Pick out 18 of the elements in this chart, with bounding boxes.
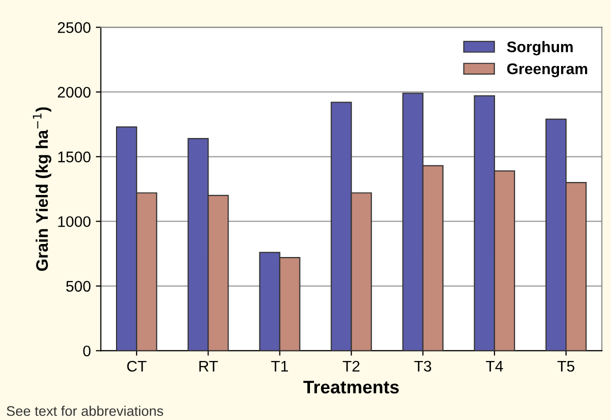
x-axis-title: Treatments — [303, 380, 399, 394]
x-tick-label: T1 — [271, 360, 288, 372]
y-tick-label: 2000 — [58, 86, 90, 98]
x-tick-label: T5 — [557, 360, 574, 372]
x-tick-label: CT — [127, 360, 146, 372]
x-tick-label: RT — [199, 360, 218, 372]
x-tick-label: T3 — [414, 360, 432, 372]
y-tick-label: 1000 — [58, 216, 90, 228]
y-tick-label: 2500 — [58, 22, 90, 33]
y-tick-label: 0 — [83, 346, 90, 356]
y-axis-title: Grain Yield (kg ha$^{−1}$) — [32, 107, 52, 271]
legend-label: Greengram — [507, 63, 588, 78]
text: See text for abbreviations — [6, 406, 164, 416]
legend-label: Sorghum — [507, 41, 573, 56]
x-tick-label: T2 — [342, 360, 360, 372]
x-tick-label: T4 — [486, 360, 503, 372]
y-tick-label: 1500 — [58, 152, 90, 162]
y-tick-label: 500 — [66, 280, 90, 292]
